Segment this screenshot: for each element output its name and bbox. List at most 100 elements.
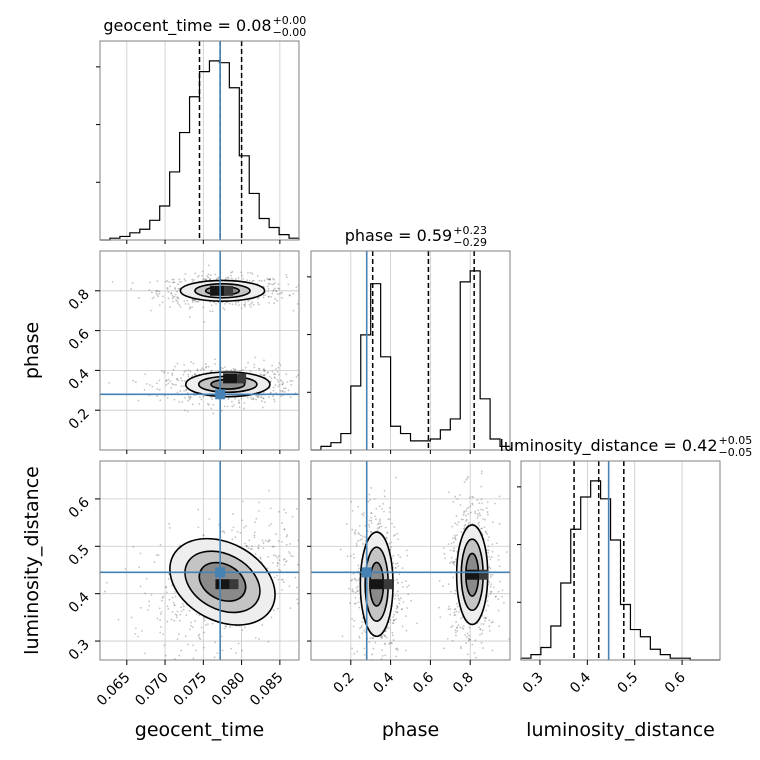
sample-point (272, 395, 275, 398)
sample-point (346, 555, 349, 558)
sample-point (392, 554, 395, 557)
sample-point (173, 398, 176, 401)
sample-point (361, 513, 363, 516)
sample-point (182, 605, 185, 608)
sample-point (388, 641, 391, 644)
sample-point (369, 637, 372, 639)
sample-point (351, 578, 354, 581)
sample-point (184, 396, 186, 399)
sample-point (143, 389, 146, 391)
sample-point (176, 638, 179, 641)
sample-point (225, 625, 227, 628)
sample-point (277, 562, 279, 565)
sample-point (377, 522, 380, 525)
sample-point (264, 373, 267, 376)
sample-point (156, 382, 158, 384)
sample-point (452, 541, 455, 544)
sample-point (490, 576, 492, 578)
sample-point (390, 541, 393, 544)
title-minus: −0.05 (719, 446, 753, 459)
sample-point (134, 381, 137, 384)
sample-point (454, 560, 456, 563)
sample-point (354, 531, 356, 534)
sample-point (197, 508, 200, 511)
sample-point (214, 273, 217, 276)
sample-point (185, 389, 188, 392)
sample-point (207, 276, 210, 279)
sample-point (278, 362, 281, 364)
sample-point (279, 570, 282, 572)
sample-point (452, 501, 455, 503)
sample-point (462, 625, 465, 628)
sample-point (187, 369, 190, 372)
sample-point (384, 526, 387, 529)
sample-point (451, 625, 454, 627)
sample-point (163, 370, 166, 373)
sample-point (253, 531, 256, 534)
sample-point (485, 609, 488, 612)
sample-point (454, 522, 457, 525)
sample-point (241, 519, 244, 522)
sample-point (131, 282, 134, 284)
sample-point (248, 299, 251, 302)
sample-point (395, 647, 397, 650)
sample-point (393, 535, 395, 537)
sample-point (455, 634, 457, 637)
sample-point (260, 396, 263, 399)
sample-point (284, 561, 287, 563)
sample-point (360, 625, 363, 627)
sample-point (501, 589, 504, 592)
sample-point (453, 550, 456, 553)
sample-point (267, 640, 270, 643)
sample-point (471, 495, 474, 498)
sample-point (177, 379, 180, 382)
sample-point (156, 388, 159, 390)
sample-point (225, 369, 228, 372)
sample-point (376, 527, 379, 530)
sample-point (226, 405, 229, 408)
sample-point (189, 396, 192, 398)
sample-point (176, 296, 178, 299)
sample-point (491, 550, 494, 553)
sample-point (480, 498, 483, 501)
sample-point (203, 278, 206, 281)
sample-point (272, 288, 275, 291)
sample-point (394, 567, 397, 569)
sample-point (449, 590, 452, 593)
sample-point (468, 638, 471, 641)
sample-point (174, 286, 176, 289)
sample-point (254, 636, 257, 639)
panel-grid-geocent_time_vs_phase (100, 251, 299, 450)
sample-point (189, 628, 191, 631)
sample-point (292, 555, 294, 558)
sample-point (454, 608, 457, 610)
sample-point (159, 631, 162, 634)
sample-point (456, 626, 459, 629)
sample-point (486, 600, 489, 603)
x-tick-label: 0.2 (331, 670, 358, 697)
sample-point (288, 585, 291, 588)
sample-point (268, 278, 271, 281)
density-peak (383, 579, 393, 590)
sample-point (178, 280, 181, 283)
sample-point (205, 366, 208, 369)
sample-point (484, 619, 486, 622)
sample-point (263, 359, 265, 362)
sample-point (215, 278, 218, 280)
sample-point (137, 399, 140, 402)
sample-point (393, 613, 396, 616)
sample-point (212, 412, 215, 415)
sample-point (165, 586, 167, 589)
sample-point (273, 400, 276, 403)
sample-point (456, 534, 458, 537)
sample-point (255, 398, 257, 401)
sample-point (130, 288, 132, 290)
sample-point (166, 280, 169, 282)
sample-point (144, 592, 147, 595)
sample-point (400, 597, 402, 599)
sample-point (285, 560, 288, 562)
sample-point (204, 278, 207, 281)
sample-point (288, 551, 290, 553)
sample-point (158, 379, 161, 382)
sample-point (274, 373, 277, 376)
